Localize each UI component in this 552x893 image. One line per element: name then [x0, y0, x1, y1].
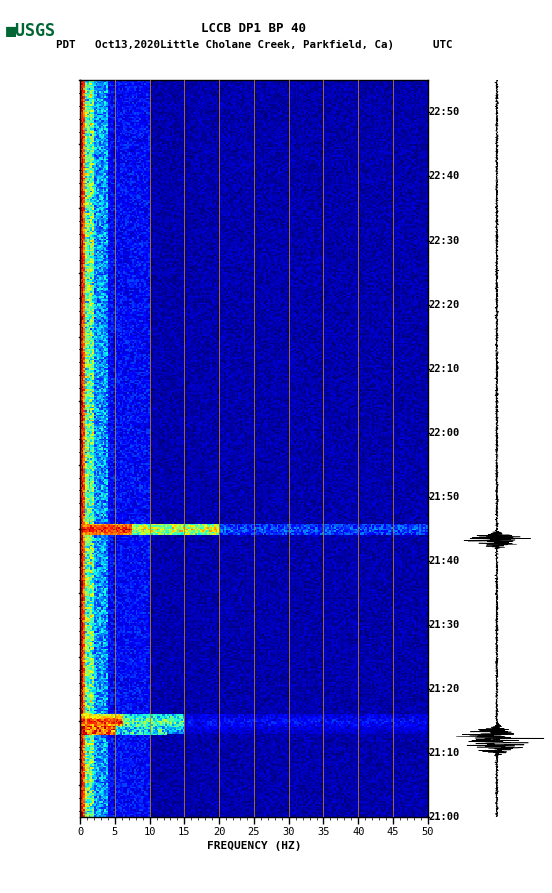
Text: 22:00: 22:00 [428, 428, 460, 438]
X-axis label: FREQUENCY (HZ): FREQUENCY (HZ) [206, 841, 301, 851]
Text: 21:40: 21:40 [428, 555, 460, 566]
Text: 21:20: 21:20 [428, 684, 460, 694]
Text: 22:30: 22:30 [428, 236, 460, 246]
Text: 21:30: 21:30 [428, 620, 460, 630]
Text: ■USGS: ■USGS [6, 22, 56, 40]
Text: 21:00: 21:00 [428, 812, 460, 822]
Text: LCCB DP1 BP 40: LCCB DP1 BP 40 [201, 22, 306, 36]
Text: PDT   Oct13,2020Little Cholane Creek, Parkfield, Ca)      UTC: PDT Oct13,2020Little Cholane Creek, Park… [56, 40, 452, 50]
Text: 21:50: 21:50 [428, 492, 460, 502]
Text: 21:10: 21:10 [428, 748, 460, 758]
Text: 22:50: 22:50 [428, 107, 460, 117]
Text: 22:10: 22:10 [428, 363, 460, 373]
Text: 22:20: 22:20 [428, 299, 460, 310]
Text: 22:40: 22:40 [428, 171, 460, 181]
